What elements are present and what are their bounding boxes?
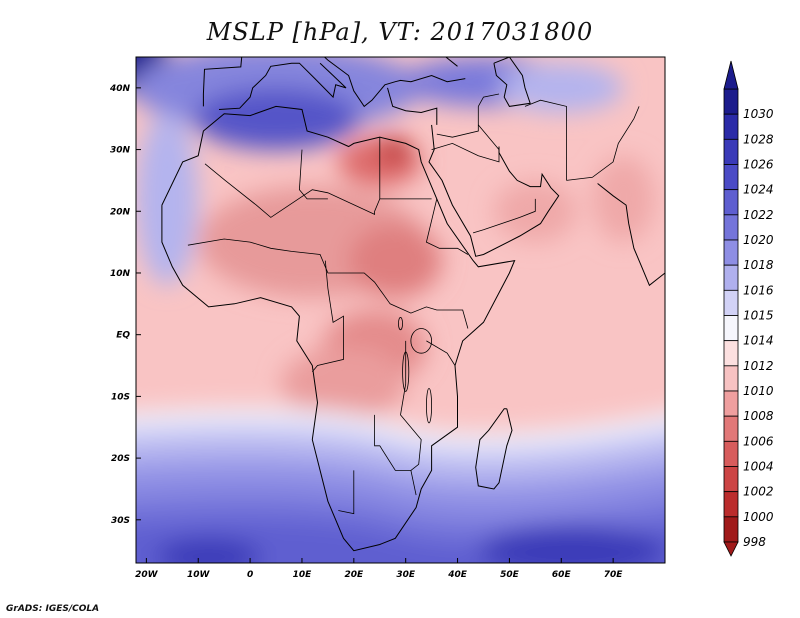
country-border-3 [187, 238, 469, 329]
colorbar-swatch-1018 [723, 239, 739, 266]
y-tick-label: 20S [111, 454, 130, 464]
axis-ticks: 20W 10W 0 10E 20E 30E 40E 50E 60E 70E 40N 30N 20N 10N… [109, 84, 623, 580]
colorbar-label: 998 [743, 535, 766, 549]
lake-0 [410, 328, 433, 354]
europe-coastline [202, 57, 243, 107]
colorbar-label: 1012 [743, 359, 774, 373]
colorbar-label: 1002 [743, 485, 774, 499]
colorbar-swatch-1000 [723, 491, 739, 518]
colorbar-top-arrow [723, 60, 739, 90]
country-border-12 [472, 198, 536, 234]
black-sea-coastline [400, 57, 458, 67]
x-tick-label: 10E [293, 570, 313, 580]
country-border-4 [311, 260, 344, 372]
country-border-1 [298, 149, 328, 200]
colorbar-swatch-1008 [723, 390, 739, 417]
x-tick-label: 40E [447, 570, 468, 580]
colorbar-label: 1014 [743, 334, 774, 348]
x-tick-label: 70E [604, 570, 624, 580]
colorbar-label: 1000 [743, 510, 774, 524]
colorbar-label: 1010 [743, 384, 774, 398]
x-tick-label: 10W [187, 570, 211, 580]
colorbar-label: 1030 [743, 107, 774, 121]
x-tick-label: 60E [552, 570, 572, 580]
country-border-10 [436, 106, 479, 138]
y-tick-label: 30N [110, 146, 131, 156]
map-frame [135, 56, 666, 564]
country-border-8 [426, 340, 456, 366]
colorbar-swatch-1024 [723, 164, 739, 191]
colorbar-bottom-arrow [723, 541, 739, 557]
y-tick-label: 10S [111, 392, 130, 402]
colorbar: 1030 1028 1026 1024 1022 1020 1018 1016 1015 1014… [723, 60, 774, 557]
x-tick-label: 20W [135, 570, 159, 580]
southern-high-core-1 [478, 525, 665, 563]
lake-2 [426, 387, 433, 424]
colorbar-swatch-1028 [723, 113, 739, 140]
colorbar-label: 1015 [743, 309, 774, 323]
colorbar-swatch-1022 [723, 189, 739, 216]
pressure-cell-4 [499, 63, 624, 113]
country-border-14 [566, 106, 640, 181]
colorbar-swatch-1030 [723, 88, 739, 115]
colorbar-label: 1008 [743, 409, 774, 423]
y-tick-label: 10N [110, 269, 131, 279]
y-tick-label: 30S [111, 516, 130, 526]
country-border-13 [524, 99, 567, 181]
pressure-cell-13 [592, 155, 655, 243]
colorbar-label: 1026 [743, 158, 774, 172]
colorbar-swatch-1006 [723, 415, 739, 442]
colorbar-swatch-998 [723, 516, 739, 543]
x-tick-label: 20E [344, 570, 364, 580]
colorbar-swatch-1010 [723, 365, 739, 392]
pressure-cell-9 [348, 223, 442, 298]
colorbar-label: 1024 [743, 183, 774, 197]
colorbar-label: 1022 [743, 208, 774, 222]
map-title: MSLP [hPa], VT: 2017031800 [206, 18, 594, 46]
colorbar-label: 1028 [743, 132, 774, 146]
colorbar-swatch-1012 [723, 340, 739, 367]
colorbar-swatch-1016 [723, 264, 739, 291]
coastlines-and-borders [161, 57, 665, 552]
anatolia-coastline [387, 87, 438, 125]
country-border-0 [204, 163, 432, 218]
colorbar-label: 1004 [743, 460, 774, 474]
x-tick-label: 30E [396, 570, 416, 580]
country-border-5 [374, 414, 417, 496]
x-tick-label: 0 [247, 570, 253, 580]
iberia-med-coastline [218, 62, 347, 110]
colorbar-swatch-1026 [723, 138, 739, 165]
colorbar-swatch-1020 [723, 214, 739, 241]
caspian-coastline [493, 57, 531, 107]
colorbar-swatch-1004 [723, 440, 739, 467]
colorbar-label: 1006 [743, 434, 774, 448]
india-coastline [597, 183, 665, 287]
x-tick-label: 50E [500, 570, 520, 580]
colorbar-swatch-1015 [723, 289, 739, 316]
pressure-field [136, 57, 665, 563]
y-tick-label: 40N [109, 84, 131, 94]
colorbar-label: 1018 [743, 258, 774, 272]
madagascar-coastline [475, 408, 513, 490]
y-tick-label: EQ [116, 331, 130, 341]
balkan-coastline [323, 57, 466, 108]
arabia-coastline [428, 124, 560, 257]
colorbar-swatch-1014 [723, 315, 739, 342]
southern-high-core-0 [156, 538, 261, 563]
pressure-cell-5 [136, 112, 199, 286]
colorbar-label: 1020 [743, 233, 774, 247]
colorbar-label: 1016 [743, 283, 774, 297]
lake-3 [398, 317, 403, 331]
country-border-9 [425, 198, 469, 255]
country-border-6 [338, 470, 355, 515]
country-border-7 [400, 340, 422, 471]
grads-credit: GrADS: IGES/COLA [6, 604, 100, 614]
y-tick-label: 20N [110, 207, 131, 217]
pressure-cell-7 [379, 137, 411, 162]
country-border-11 [431, 124, 500, 163]
lake-1 [402, 351, 410, 392]
country-border-15 [477, 93, 500, 107]
colorbar-swatch-1002 [723, 466, 739, 493]
